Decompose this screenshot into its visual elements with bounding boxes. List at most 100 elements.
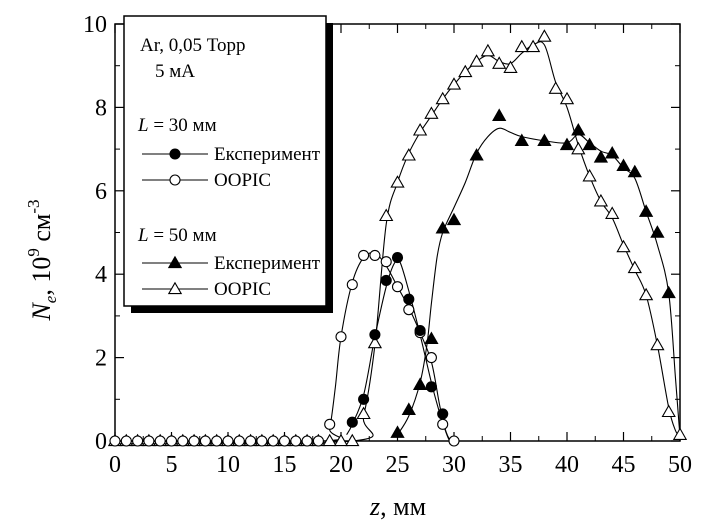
- series-1-point: [211, 435, 223, 447]
- series-1-point: [437, 418, 449, 430]
- y-axis-title-var: N: [27, 302, 56, 322]
- series-0-point: [380, 274, 392, 287]
- series-2-point: [582, 137, 597, 151]
- series-3-point: [379, 208, 394, 222]
- series-1-point: [109, 435, 121, 447]
- series-1-point: [403, 304, 415, 316]
- x-tick-label: 50: [668, 452, 692, 478]
- series-3-point: [435, 91, 450, 105]
- y-axis-title-sub: e: [41, 295, 60, 303]
- legend-group-1-var: L: [137, 225, 149, 246]
- series-1-point: [448, 435, 460, 447]
- series-1-point: [256, 435, 268, 447]
- series-2-point: [650, 225, 665, 238]
- series-2-point: [446, 212, 462, 226]
- series-3-point: [525, 39, 541, 53]
- x-tick-label: 5: [166, 452, 178, 478]
- legend-box: [123, 15, 327, 307]
- series-3-point: [333, 433, 349, 447]
- x-tick-label: 30: [442, 452, 466, 478]
- series-1-point: [380, 256, 392, 268]
- x-tick-label: 10: [216, 452, 240, 478]
- series-1-point: [267, 435, 279, 447]
- series-3-point: [503, 60, 518, 73]
- y-axis-title-unit: см: [27, 214, 56, 249]
- legend-entry-3-marker: [167, 281, 183, 295]
- legend-header-line2: 5 мА: [155, 61, 195, 82]
- legend-samples: [142, 148, 208, 295]
- y-tick-label: 8: [95, 95, 107, 121]
- series-3-point: [492, 56, 507, 69]
- series-3-point: [390, 175, 405, 188]
- series-3-point: [514, 39, 529, 53]
- x-tick-label: 45: [612, 452, 636, 478]
- series-1-point: [120, 435, 132, 447]
- series-3-point: [650, 337, 665, 351]
- series-2-point: [638, 204, 654, 217]
- legend-group-1-label: L = 50 мм: [137, 225, 217, 246]
- x-axis-title: z, мм: [369, 492, 426, 521]
- series-1-point: [324, 418, 336, 430]
- series-2-point: [401, 402, 416, 415]
- series-2-point: [435, 220, 450, 234]
- series-3-point: [593, 193, 609, 207]
- x-tick-label: 40: [555, 452, 579, 478]
- series-0-point: [403, 293, 415, 305]
- legend-group-0-label: L = 30 мм: [137, 115, 217, 136]
- series-0-point: [369, 329, 381, 341]
- legend-entry-1-label: OOPIC: [214, 170, 271, 191]
- series-1-point: [245, 435, 257, 447]
- series-1-point: [233, 435, 245, 447]
- series-3-point: [548, 81, 563, 94]
- y-tick-label: 6: [95, 179, 107, 205]
- series-3-point: [672, 427, 688, 440]
- series-3-point: [367, 335, 383, 349]
- x-tick-label: 35: [499, 452, 523, 478]
- series-3-point: [627, 260, 642, 274]
- legend-group-1-rest: = 50 мм: [149, 225, 217, 246]
- series-3-point: [401, 148, 416, 161]
- series-3-point: [605, 206, 620, 219]
- series-2-point: [514, 133, 529, 146]
- series-1-point: [199, 435, 211, 447]
- series-2-point: [616, 158, 631, 171]
- x-axis-title-var: z: [369, 492, 380, 521]
- x-tick-label: 20: [329, 452, 353, 478]
- series-1-point: [290, 435, 302, 447]
- series-0-point: [437, 408, 449, 420]
- y-axis-title-sup1: 9: [24, 248, 43, 257]
- series-3-point: [322, 433, 337, 447]
- series-3-point: [446, 77, 462, 90]
- y-tick-label: 4: [95, 262, 107, 288]
- series-1-point: [188, 435, 200, 447]
- series-2-point: [390, 425, 405, 438]
- legend-entry-0-label: Експеримент: [214, 144, 321, 165]
- x-tick-label: 15: [273, 452, 297, 478]
- series-3-point: [616, 239, 631, 253]
- series-1-point: [165, 435, 178, 447]
- series-3-point: [458, 64, 473, 78]
- series-3-point: [638, 287, 654, 301]
- legend-entry-1-marker: [169, 174, 181, 186]
- series-2-point: [627, 164, 642, 178]
- series-0-point: [425, 381, 437, 393]
- series-2-point: [492, 108, 507, 121]
- series-2-point: [469, 148, 484, 161]
- series-3-point: [412, 122, 428, 136]
- legend-header-line1: Ar, 0,05 Торр: [140, 35, 245, 56]
- series-3-point: [582, 168, 597, 182]
- series-1-point: [358, 249, 370, 261]
- y-axis-title-sup2: -3: [24, 199, 43, 213]
- series-2-point: [537, 133, 552, 146]
- series-1-point: [425, 352, 437, 364]
- series-1-point: [301, 435, 313, 447]
- series-1-point: [278, 435, 291, 447]
- legend: Ar, 0,05 Торр 5 мА L = 30 мм L = 50 мм Е…: [123, 15, 333, 313]
- y-tick-label: 0: [95, 429, 107, 455]
- series-3-point: [571, 141, 586, 155]
- series-2-point: [559, 137, 575, 151]
- series-0-point: [414, 324, 426, 337]
- series-1-point: [312, 435, 324, 447]
- chart-markers: [107, 29, 688, 447]
